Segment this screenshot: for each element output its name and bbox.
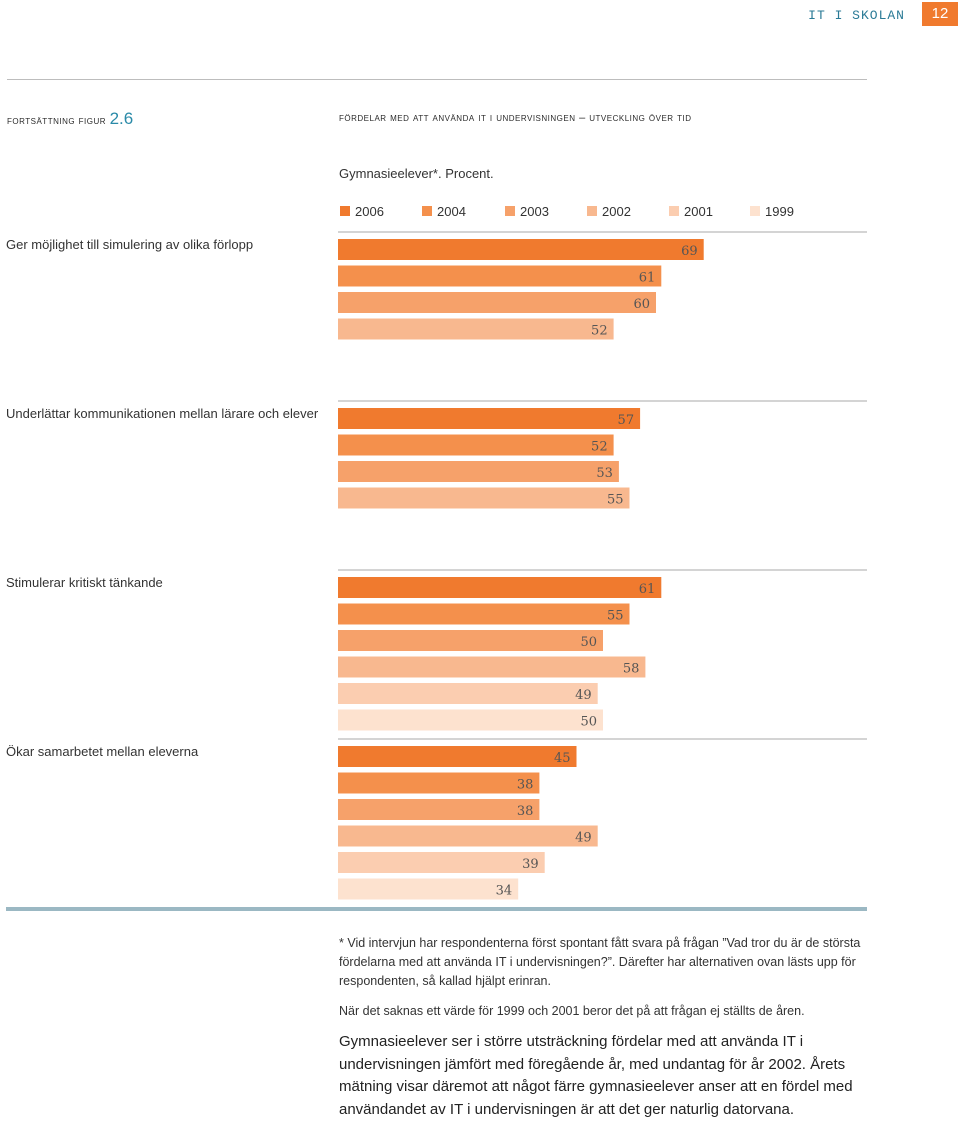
legend-swatch-2004 <box>422 206 432 216</box>
category-label: Ökar samarbetet mellan eleverna <box>6 744 199 759</box>
bar-value-label: 58 <box>623 662 640 677</box>
figure-label-text: fortsättning figur <box>7 115 107 127</box>
page-number-badge: 12 <box>922 2 958 26</box>
bar-2003 <box>338 461 619 482</box>
figure-title: fördelar med att använda it i undervisni… <box>339 112 692 124</box>
bar-value-label: 55 <box>607 493 624 508</box>
legend-label-2001: 2001 <box>684 204 713 219</box>
bar-chart: 2006 2004 2003 2002 2001 1999 Ger möjlighet ti… <box>6 204 867 911</box>
bar-value-label: 38 <box>517 778 534 793</box>
bar-value-label: 52 <box>591 440 608 455</box>
bar-2006 <box>338 408 641 429</box>
bar-2004 <box>338 772 540 794</box>
legend-swatch-2003 <box>505 206 515 216</box>
chart-bottom-rule <box>6 907 867 911</box>
bar-value-label: 69 <box>681 244 698 259</box>
legend-label-1999: 1999 <box>765 204 794 219</box>
figure-number: 2.6 <box>109 109 134 128</box>
legend-swatch-1999 <box>750 206 760 216</box>
bar-value-label: 60 <box>633 297 650 312</box>
bar-value-label: 49 <box>575 831 592 846</box>
body-text: Gymnasieelever ser i större utsträckning… <box>339 1033 853 1118</box>
category-label: Ger möjlighet till simulering av olika f… <box>6 237 253 252</box>
bar-2006 <box>338 239 704 260</box>
bar-2002 <box>338 656 646 678</box>
bar-value-label: 52 <box>591 324 608 339</box>
bar-2002 <box>338 487 630 509</box>
footnote: * Vid intervjun har respondenterna först… <box>339 936 861 988</box>
bar-value-label: 61 <box>639 582 656 597</box>
bar-value-label: 38 <box>517 804 534 819</box>
bar-value-label: 61 <box>639 271 656 286</box>
bar-value-label: 57 <box>618 413 635 428</box>
legend-label-2003: 2003 <box>520 204 549 219</box>
bar-2002 <box>338 318 614 340</box>
legend-label-2004: 2004 <box>437 204 466 219</box>
bar-2002 <box>338 825 598 847</box>
top-divider <box>7 79 867 80</box>
category-label: Underlättar kommunikationen mellan lärar… <box>6 406 319 421</box>
bar-2004 <box>338 265 662 287</box>
bar-1999 <box>338 709 603 731</box>
bar-value-label: 49 <box>575 688 592 703</box>
bar-value-label: 50 <box>580 715 597 730</box>
bar-2001 <box>338 683 598 704</box>
bar-value-label: 50 <box>580 635 597 650</box>
bar-2006 <box>338 746 577 767</box>
bar-2003 <box>338 799 540 820</box>
bar-value-label: 34 <box>496 884 513 899</box>
bar-2001 <box>338 852 545 873</box>
bar-2006 <box>338 577 662 598</box>
bar-value-label: 53 <box>596 466 613 481</box>
bar-value-label: 39 <box>522 857 539 872</box>
figure-subtitle: Gymnasieelever*. Procent. <box>339 166 494 181</box>
bar-2003 <box>338 292 656 313</box>
legend-label-2002: 2002 <box>602 204 631 219</box>
missing-values-note: När det saknas ett värde för 1999 och 20… <box>339 1004 805 1018</box>
legend-swatch-2002 <box>587 206 597 216</box>
bar-2003 <box>338 630 603 651</box>
figure-label: fortsättning figur 2.6 <box>7 109 133 129</box>
category-label: Stimulerar kritiskt tänkande <box>6 575 163 590</box>
bar-value-label: 45 <box>554 751 571 766</box>
legend-label-2006: 2006 <box>355 204 384 219</box>
bar-2004 <box>338 603 630 625</box>
bar-2004 <box>338 434 614 456</box>
section-header: IT I SKOLAN <box>808 8 905 23</box>
bar-value-label: 55 <box>607 609 624 624</box>
bar-1999 <box>338 878 519 900</box>
legend-swatch-2006 <box>340 206 350 216</box>
legend-swatch-2001 <box>669 206 679 216</box>
